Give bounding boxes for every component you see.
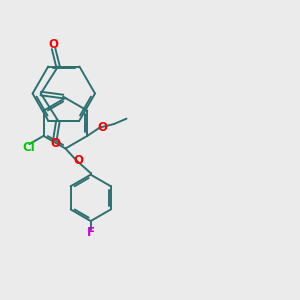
Text: F: F [87,226,95,239]
Text: O: O [50,137,60,150]
Text: O: O [74,154,84,166]
Text: O: O [98,121,108,134]
Text: O: O [49,38,58,51]
Text: Cl: Cl [22,140,35,154]
